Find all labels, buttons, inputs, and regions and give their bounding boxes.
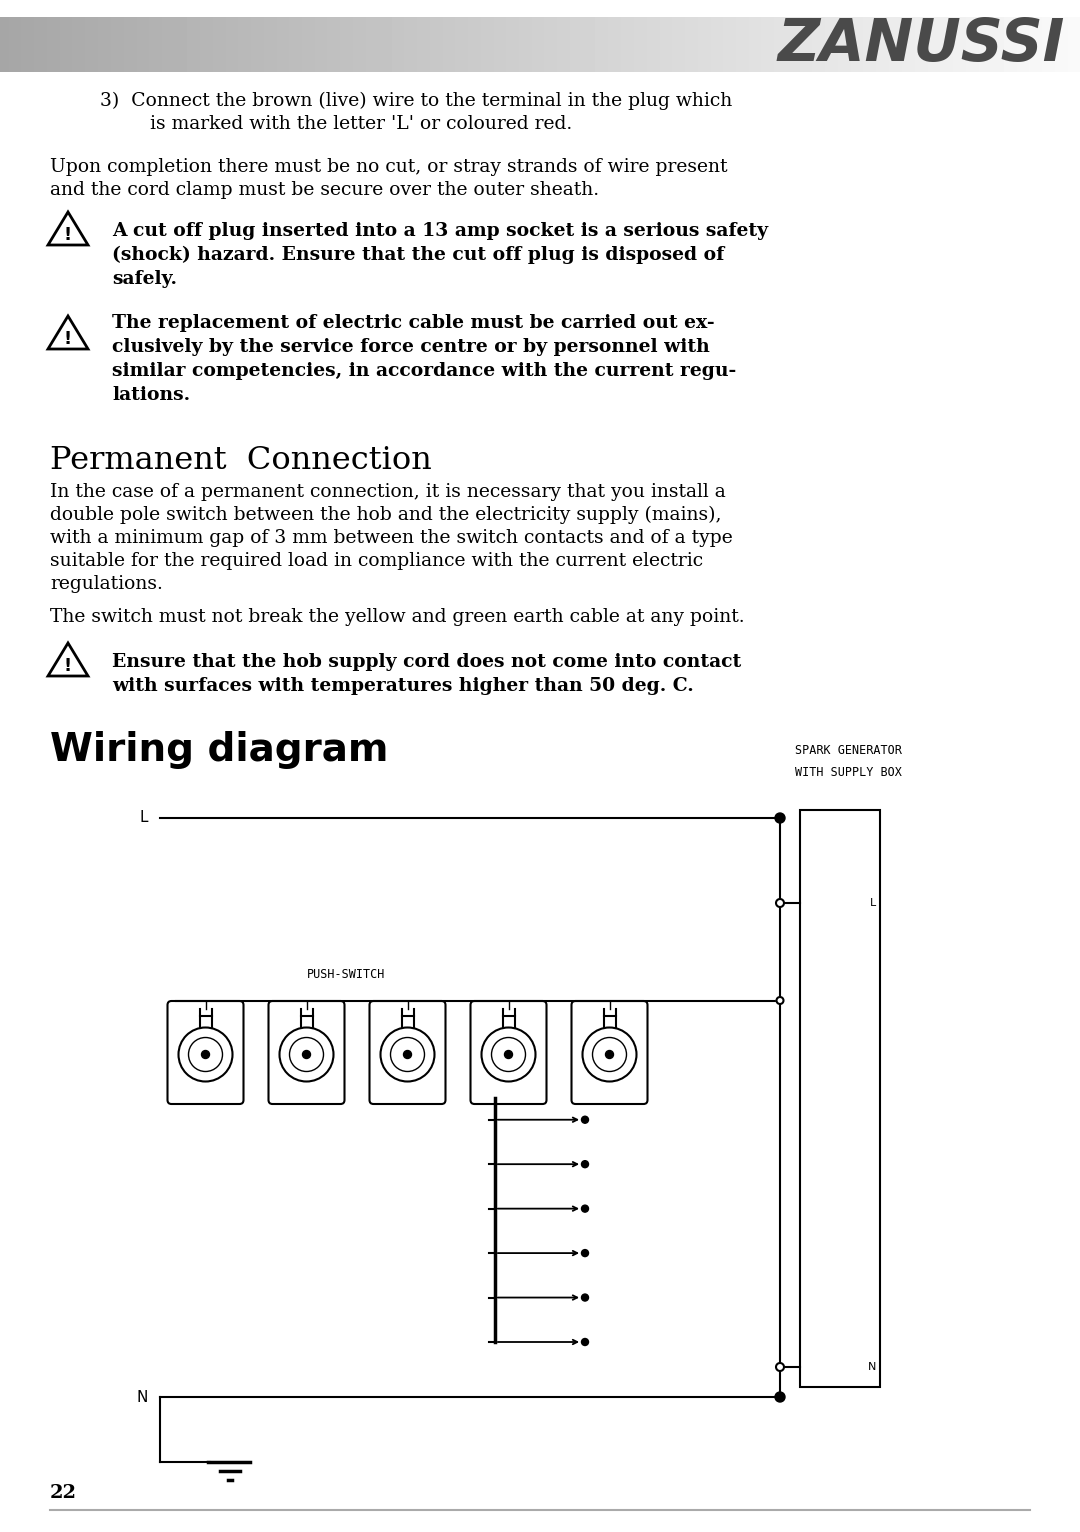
Text: SPARK GENERATOR: SPARK GENERATOR	[795, 743, 902, 757]
Text: !: !	[64, 329, 72, 348]
Text: clusively by the service force centre or by personnel with: clusively by the service force centre or…	[112, 339, 710, 355]
Text: The switch must not break the yellow and green earth cable at any point.: The switch must not break the yellow and…	[50, 608, 744, 627]
Text: similar competencies, in accordance with the current regu-: similar competencies, in accordance with…	[112, 362, 737, 380]
Text: 22: 22	[50, 1485, 77, 1501]
Text: regulations.: regulations.	[50, 574, 163, 593]
Text: !: !	[64, 227, 72, 244]
Circle shape	[775, 1393, 785, 1402]
Text: N: N	[137, 1390, 148, 1405]
Text: (shock) hazard. Ensure that the cut off plug is disposed of: (shock) hazard. Ensure that the cut off …	[112, 247, 725, 264]
Text: ZANUSSI: ZANUSSI	[778, 15, 1065, 74]
Text: L: L	[139, 810, 148, 826]
Circle shape	[581, 1250, 589, 1256]
Text: 3)  Connect the brown (live) wire to the terminal in the plug which: 3) Connect the brown (live) wire to the …	[100, 92, 732, 110]
Text: A cut off plug inserted into a 13 amp socket is a serious safety: A cut off plug inserted into a 13 amp so…	[112, 222, 768, 241]
Circle shape	[581, 1161, 589, 1167]
Circle shape	[775, 813, 785, 823]
Text: PUSH-SWITCH: PUSH-SWITCH	[307, 968, 384, 980]
Bar	[800, 810, 880, 1386]
Text: N: N	[867, 1362, 876, 1373]
Text: WITH SUPPLY BOX: WITH SUPPLY BOX	[795, 766, 902, 778]
Text: Wiring diagram: Wiring diagram	[50, 731, 389, 769]
Text: L: L	[869, 898, 876, 908]
Text: The replacement of electric cable must be carried out ex-: The replacement of electric cable must b…	[112, 314, 715, 332]
Text: with surfaces with temperatures higher than 50 deg. C.: with surfaces with temperatures higher t…	[112, 677, 693, 696]
Circle shape	[202, 1051, 210, 1059]
Circle shape	[777, 899, 784, 907]
Circle shape	[606, 1051, 613, 1059]
Circle shape	[581, 1339, 589, 1345]
Text: Ensure that the hob supply cord does not come into contact: Ensure that the hob supply cord does not…	[112, 653, 741, 671]
Text: In the case of a permanent connection, it is necessary that you install a: In the case of a permanent connection, i…	[50, 483, 726, 501]
Text: Permanent  Connection: Permanent Connection	[50, 444, 432, 476]
Circle shape	[777, 997, 783, 1003]
Text: !: !	[64, 657, 72, 676]
Text: Upon completion there must be no cut, or stray strands of wire present: Upon completion there must be no cut, or…	[50, 158, 728, 176]
Circle shape	[504, 1051, 513, 1059]
Text: safely.: safely.	[112, 270, 177, 288]
Circle shape	[777, 1363, 784, 1371]
Circle shape	[581, 1117, 589, 1123]
Text: suitable for the required load in compliance with the current electric: suitable for the required load in compli…	[50, 552, 703, 570]
Circle shape	[581, 1295, 589, 1301]
Circle shape	[302, 1051, 311, 1059]
Text: lations.: lations.	[112, 386, 190, 404]
Text: and the cord clamp must be secure over the outer sheath.: and the cord clamp must be secure over t…	[50, 181, 599, 199]
Circle shape	[404, 1051, 411, 1059]
Text: is marked with the letter 'L' or coloured red.: is marked with the letter 'L' or coloure…	[150, 115, 572, 133]
Text: double pole switch between the hob and the electricity supply (mains),: double pole switch between the hob and t…	[50, 506, 721, 524]
Circle shape	[581, 1206, 589, 1212]
Text: with a minimum gap of 3 mm between the switch contacts and of a type: with a minimum gap of 3 mm between the s…	[50, 529, 732, 547]
